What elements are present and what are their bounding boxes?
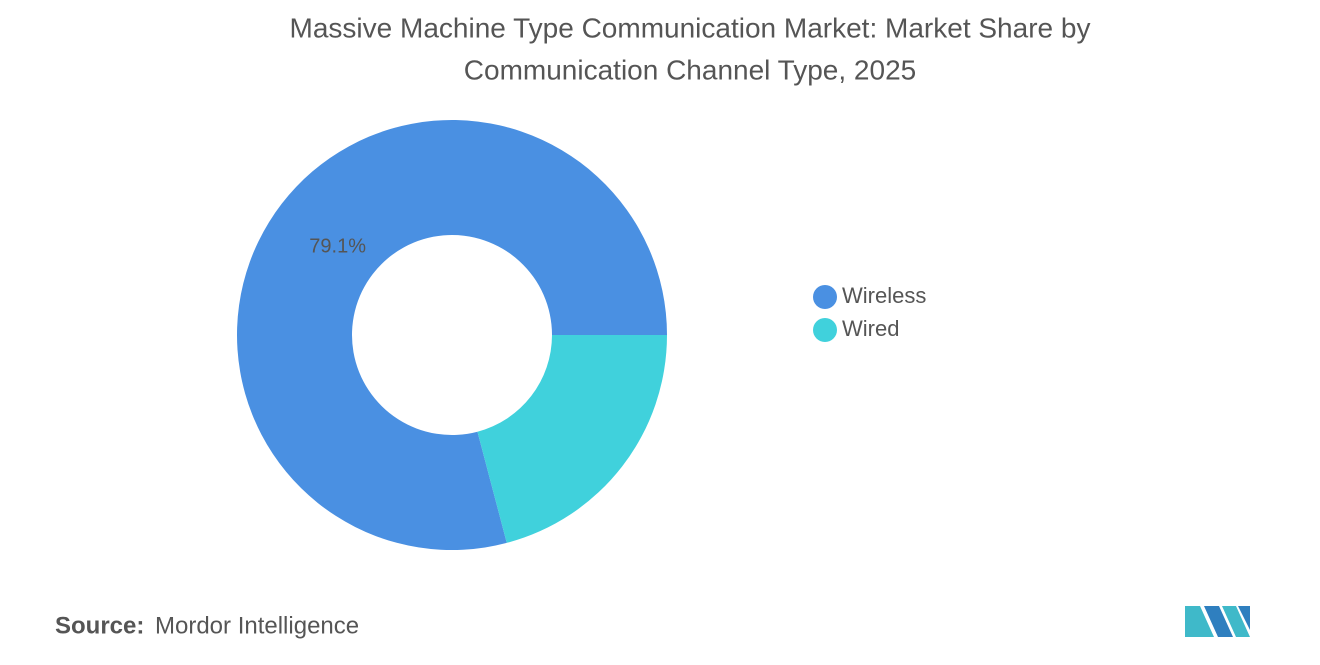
slice: [477, 335, 667, 543]
source: Mordor Intelligence: [155, 612, 359, 639]
logo: [1185, 606, 1250, 637]
data-label: 79.1%: [309, 235, 366, 257]
legend-marker: [813, 285, 837, 309]
legend-marker: [813, 318, 837, 342]
slice: [237, 119, 668, 550]
legend-label: Wired: [842, 316, 899, 341]
chart-title: Communication Channel Type, 2025: [464, 54, 916, 85]
source-label: Source:: [55, 612, 144, 639]
chart-title: Massive Machine Type Communication Marke…: [290, 12, 1091, 43]
legend-label: Wireless: [842, 283, 926, 308]
